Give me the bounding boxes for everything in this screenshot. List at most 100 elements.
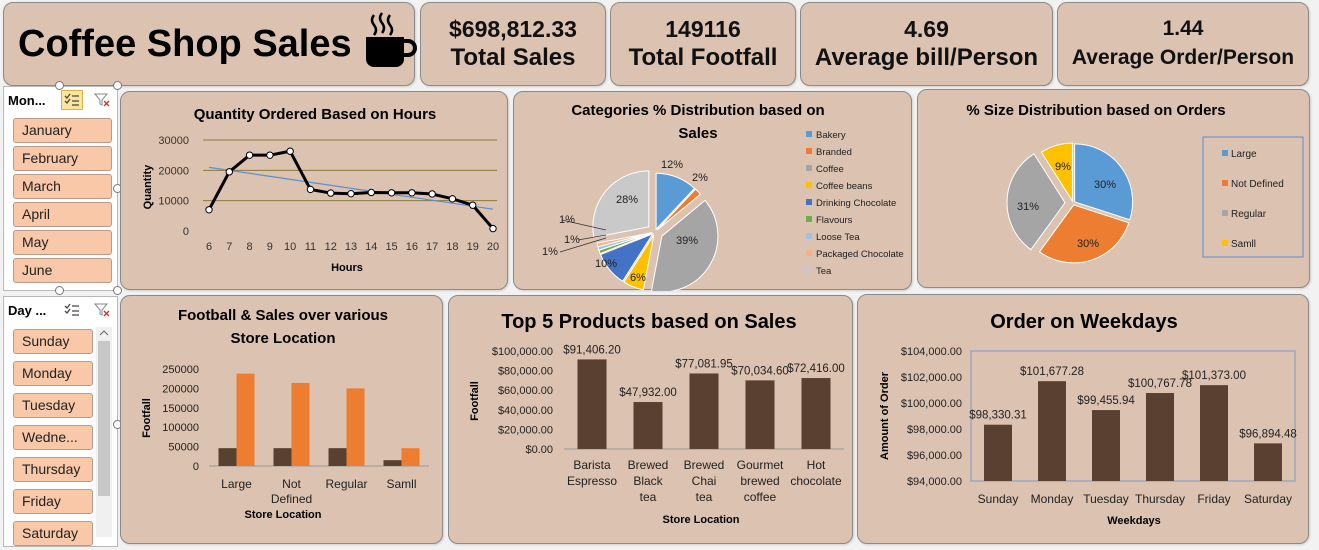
resize-handle[interactable] bbox=[55, 286, 64, 295]
slicer-item-day[interactable]: Friday bbox=[13, 489, 93, 514]
pie-slice bbox=[1040, 142, 1073, 203]
slicer-item-month[interactable]: February bbox=[13, 146, 112, 171]
x-tick-label: Hot bbox=[807, 458, 826, 472]
bar bbox=[291, 382, 310, 466]
bar bbox=[383, 460, 402, 466]
x-tick-label: chocolate bbox=[790, 474, 842, 488]
y-tick-label: 200000 bbox=[162, 383, 199, 395]
legend-swatch bbox=[806, 165, 812, 171]
bar bbox=[218, 448, 237, 466]
categories-pie-chart: Categories % Distribution based on Sales 1… bbox=[542, 102, 904, 293]
y-tick-label: $80,000.00 bbox=[498, 366, 553, 378]
month-slicer[interactable]: Mon... January February March April May … bbox=[3, 86, 118, 291]
y-tick-label: $100,000.00 bbox=[492, 346, 553, 358]
legend-swatch bbox=[806, 216, 812, 222]
legend-label: Bakery bbox=[816, 130, 846, 141]
slicer-item-day[interactable]: Sunday bbox=[13, 329, 93, 354]
y-tick-label: 0 bbox=[183, 226, 189, 238]
data-label: 12% bbox=[661, 159, 683, 171]
pie-slice bbox=[656, 188, 702, 231]
y-axis-label: Footfall bbox=[141, 398, 153, 438]
data-point bbox=[428, 190, 436, 198]
slicer-item-month[interactable]: January bbox=[13, 118, 112, 143]
data-label: $99,455.94 bbox=[1077, 395, 1135, 407]
bar bbox=[689, 373, 719, 449]
x-tick-label: Barista bbox=[573, 458, 611, 472]
data-point bbox=[205, 206, 213, 214]
y-tick-label: $102,000.00 bbox=[901, 372, 962, 384]
legend-swatch bbox=[806, 250, 812, 256]
data-point bbox=[408, 189, 416, 197]
legend-box bbox=[1202, 136, 1304, 258]
y-axis-label: Amount of Order bbox=[879, 371, 891, 460]
slicer-item-month[interactable]: March bbox=[13, 174, 112, 199]
x-tick-label: Black bbox=[633, 474, 663, 488]
slicer-item-day[interactable]: Tuesday bbox=[13, 393, 93, 418]
x-tick-label: 15 bbox=[385, 241, 397, 253]
kpi-label: Average bill/Person bbox=[814, 44, 1039, 71]
data-label: 1% bbox=[564, 234, 580, 246]
slicer-item-day[interactable]: Wedne... bbox=[13, 425, 93, 450]
chart-title: Store Location bbox=[230, 330, 335, 347]
slicer-item-month[interactable]: May bbox=[13, 230, 112, 255]
day-slicer[interactable]: Day ... Sunday Monday Tuesday Wedne... T… bbox=[3, 296, 118, 547]
bar bbox=[328, 448, 347, 466]
legend-swatch bbox=[806, 233, 812, 239]
clear-filter-icon[interactable] bbox=[91, 90, 113, 110]
resize-handle[interactable] bbox=[113, 286, 122, 295]
data-point bbox=[286, 147, 294, 155]
data-label: 1% bbox=[559, 214, 575, 226]
resize-handle[interactable] bbox=[55, 81, 64, 90]
legend-swatch bbox=[1222, 150, 1228, 156]
scrollbar-thumb[interactable] bbox=[98, 341, 110, 496]
bar bbox=[273, 448, 292, 466]
x-tick-label: Defined bbox=[271, 492, 312, 506]
x-tick-label: 12 bbox=[325, 241, 337, 253]
y-axis-label: Footfall bbox=[469, 381, 481, 421]
bar bbox=[1092, 410, 1120, 481]
kpi-value: 4.69 bbox=[904, 16, 949, 42]
slicer-item-day[interactable]: Saturday bbox=[13, 521, 93, 546]
products-chart-card: Top 5 Products based on Sales $0.00 $20,00… bbox=[448, 295, 853, 544]
y-tick-label: 50000 bbox=[168, 442, 199, 454]
chart-title: % Size Distribution based on Orders bbox=[966, 102, 1225, 119]
x-tick-label: 14 bbox=[365, 241, 377, 253]
slicer-item-day[interactable]: Thursday bbox=[13, 457, 93, 482]
x-tick-label: Chai bbox=[692, 474, 717, 488]
slicer-item-day[interactable]: Monday bbox=[13, 361, 93, 386]
resize-handle[interactable] bbox=[113, 81, 122, 90]
data-point bbox=[367, 188, 375, 197]
bar bbox=[633, 402, 663, 449]
hours-chart-card: Quantity Ordered Based on Hours 0 10000 200… bbox=[120, 91, 508, 290]
data-label: $70,034.60 bbox=[731, 365, 789, 377]
clear-filter-icon[interactable] bbox=[91, 300, 113, 320]
x-tick-label: brewed bbox=[740, 474, 779, 488]
data-point bbox=[448, 195, 457, 203]
y-tick-label: $104,000.00 bbox=[901, 346, 962, 358]
data-label: $91,406.20 bbox=[563, 344, 621, 356]
chart-title: Quantity Ordered Based on Hours bbox=[194, 106, 437, 123]
y-tick-label: $98,000.00 bbox=[907, 424, 962, 436]
kpi-value: 149116 bbox=[665, 16, 741, 42]
data-point bbox=[306, 185, 315, 194]
day-slicer-scrollbar[interactable] bbox=[96, 327, 112, 537]
y-tick-label: $0.00 bbox=[525, 444, 553, 456]
legend-label: Not Defined bbox=[1231, 179, 1284, 190]
chart-title: Categories % Distribution based on bbox=[571, 102, 824, 119]
day-slicer-title: Day ... bbox=[8, 302, 47, 318]
legend-swatch bbox=[1222, 210, 1228, 216]
y-tick-label: 150000 bbox=[162, 403, 199, 415]
x-tick-label: Tuesday bbox=[1083, 492, 1129, 506]
data-point bbox=[469, 201, 477, 209]
slicer-item-month[interactable]: June bbox=[13, 258, 112, 283]
coffee-cup-icon bbox=[366, 12, 417, 67]
data-label: 31% bbox=[1017, 201, 1039, 213]
multi-select-icon[interactable] bbox=[61, 300, 83, 320]
data-point bbox=[489, 224, 497, 233]
slicer-item-month[interactable]: April bbox=[13, 202, 112, 227]
data-label: $98,330.31 bbox=[969, 410, 1027, 422]
multi-select-icon[interactable] bbox=[61, 90, 83, 110]
chart-title: Order on Weekdays bbox=[990, 311, 1177, 333]
legend-swatch bbox=[1222, 240, 1228, 246]
day-slicer-header: Day ... bbox=[4, 297, 117, 323]
